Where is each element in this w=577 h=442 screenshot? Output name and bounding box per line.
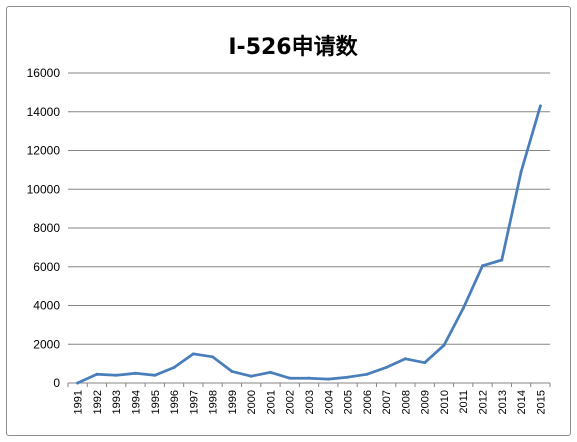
data-point — [442, 343, 446, 347]
data-point — [423, 361, 427, 365]
data-point — [538, 104, 542, 108]
x-tick-label: 2006 — [362, 390, 374, 414]
y-tick-label: 4000 — [33, 299, 60, 313]
data-point — [307, 376, 311, 380]
x-tick-label: 2003 — [304, 390, 316, 414]
y-tick-label: 6000 — [33, 260, 60, 274]
data-point — [326, 377, 330, 381]
x-tick-label: 2010 — [439, 390, 451, 414]
gridlines — [68, 72, 550, 345]
y-tick-label: 12000 — [27, 144, 61, 158]
x-tick-label: 2015 — [535, 390, 547, 414]
x-tick-label: 2005 — [343, 390, 355, 414]
series-layer — [76, 104, 542, 385]
x-tick-label: 2002 — [285, 390, 297, 414]
data-point — [384, 366, 388, 369]
data-point — [172, 366, 176, 369]
data-point — [481, 264, 485, 268]
y-tick-label: 0 — [53, 376, 60, 390]
data-point — [191, 352, 195, 356]
x-tick-label: 2001 — [265, 390, 277, 414]
x-tick-label: 1998 — [208, 390, 220, 414]
data-point — [500, 258, 504, 262]
data-point — [268, 370, 272, 374]
data-point — [365, 372, 369, 376]
data-point — [288, 376, 292, 380]
x-tick-label: 2008 — [400, 390, 412, 414]
x-tick-label: 1991 — [73, 390, 85, 414]
data-point — [403, 357, 407, 361]
series-line — [76, 104, 542, 385]
data-point — [249, 374, 253, 378]
x-tick-label: 1999 — [227, 390, 239, 414]
x-tick-label: 2000 — [246, 390, 258, 414]
x-tick-label: 1992 — [92, 390, 104, 414]
x-axis-tick-labels: 1991 1992 1993 1994 1995 1996 1997 1998 1999 2000… — [67, 383, 551, 414]
x-tick-label: 2004 — [323, 390, 335, 414]
x-tick-label: 1995 — [150, 390, 162, 414]
y-tick-label: 8000 — [33, 221, 60, 235]
data-point — [461, 306, 465, 310]
line-chart: I-526申请数 0 2000 4000 6000 8000 10000 12000 1400… — [27, 34, 551, 414]
chart-title: I-526申请数 — [228, 34, 358, 60]
x-tick-label: 2011 — [458, 390, 470, 414]
data-point — [114, 373, 118, 377]
data-point — [153, 373, 157, 377]
data-point — [95, 372, 99, 376]
x-tick-label: 2009 — [420, 390, 432, 414]
y-axis-tick-labels: 0 2000 4000 6000 8000 10000 12000 14000 16000 — [27, 66, 61, 390]
y-tick-label: 16000 — [27, 66, 61, 80]
x-tick-label: 2012 — [478, 390, 490, 414]
chart-frame: I-526申请数 0 2000 4000 6000 8000 10000 12000 1400… — [6, 6, 571, 436]
x-tick-label: 1996 — [169, 390, 181, 414]
x-tick-label: 1993 — [111, 390, 123, 414]
y-tick-label: 2000 — [33, 337, 60, 351]
data-point — [519, 170, 523, 174]
x-tick-label: 1994 — [130, 390, 142, 414]
data-point — [230, 369, 234, 373]
y-tick-label: 14000 — [27, 105, 61, 119]
x-tick-label: 2014 — [516, 390, 528, 414]
data-point — [211, 355, 215, 359]
data-point — [133, 371, 137, 375]
y-tick-label: 10000 — [27, 182, 61, 196]
data-point — [76, 381, 80, 385]
x-tick-label: 1997 — [188, 390, 200, 414]
x-tick-label: 2007 — [381, 390, 393, 414]
data-point — [346, 375, 350, 379]
x-tick-label: 2013 — [497, 390, 509, 414]
